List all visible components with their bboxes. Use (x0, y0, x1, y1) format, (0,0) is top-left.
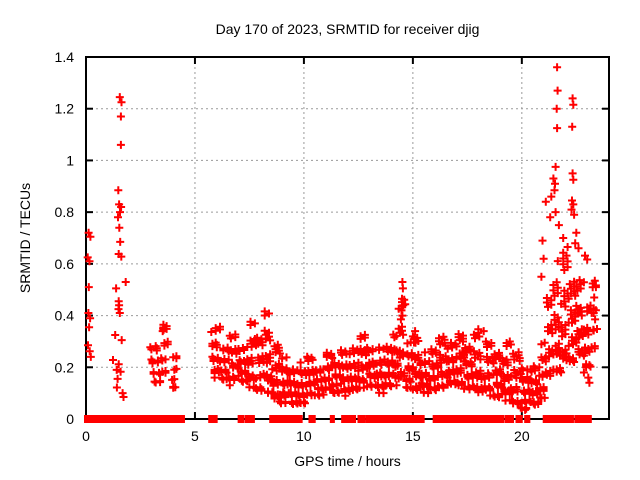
zero-value-run (244, 415, 250, 423)
zero-value-run (576, 415, 582, 423)
zero-value-run (414, 415, 421, 423)
zero-value-run (447, 415, 461, 423)
x-tick-label: 20 (514, 428, 530, 444)
y-tick-label: 0.4 (55, 308, 75, 324)
x-tick-label: 0 (82, 428, 90, 444)
x-tick-label: 5 (191, 428, 199, 444)
zero-value-run (432, 415, 444, 423)
zero-value-run (542, 415, 553, 423)
zero-value-run (329, 415, 335, 423)
zero-value-run (410, 415, 418, 423)
zero-value-run (579, 415, 586, 423)
zero-value-run (162, 415, 172, 423)
zero-value-run (583, 415, 590, 423)
zero-value-run (553, 415, 559, 423)
zero-value-run (365, 415, 372, 423)
zero-value-run (515, 415, 523, 423)
zero-value-run (178, 415, 185, 423)
zero-value-run (465, 415, 481, 423)
y-tick-label: 1.2 (55, 101, 75, 117)
y-tick-label: 0.6 (55, 256, 75, 272)
zero-value-run (286, 415, 296, 423)
zero-value-run (249, 415, 255, 423)
zero-value-run (239, 415, 245, 423)
zero-value-run (110, 415, 122, 423)
zero-value-run (170, 415, 182, 423)
zero-value-run (489, 415, 499, 423)
zero-value-run (556, 415, 569, 423)
y-tick-label: 1 (66, 152, 74, 168)
zero-value-run (84, 415, 96, 423)
zero-value-run (507, 415, 515, 423)
zero-value-run (155, 415, 166, 423)
zero-value-run (565, 415, 574, 423)
y-tick-label: 0 (66, 411, 74, 427)
zero-value-run (117, 415, 132, 423)
zero-value-run (380, 415, 388, 423)
zero-value-run (341, 415, 350, 423)
scatter-points (83, 63, 601, 414)
zero-value-run (374, 415, 384, 423)
zero-value-run (418, 415, 425, 423)
zero-value-run (504, 415, 511, 423)
x-tick-label: 10 (296, 428, 312, 444)
zero-value-run (368, 415, 378, 423)
zero-value-run (269, 415, 282, 423)
y-tick-label: 1.4 (55, 49, 75, 65)
y-tick-label: 0.8 (55, 204, 75, 220)
zero-value-run (283, 415, 289, 423)
zero-value-run (92, 415, 109, 423)
zero-value-run (524, 415, 531, 423)
x-tick-label: 15 (405, 428, 421, 444)
zero-value-run (550, 415, 556, 423)
zero-value-run (586, 415, 592, 423)
zero-value-run (396, 415, 406, 423)
zero-value-run (477, 415, 492, 423)
zero-value-run (498, 415, 505, 423)
zero-value-run (384, 415, 394, 423)
zero-value-run (208, 415, 218, 423)
zero-value-run (105, 415, 112, 423)
zero-value-run (402, 415, 413, 423)
zero-value-run (293, 415, 303, 423)
zero-value-run (441, 415, 451, 423)
zero-value-run (308, 415, 316, 423)
chart-title: Day 170 of 2023, SRMTID for receiver dji… (215, 21, 480, 37)
zero-value-run (390, 415, 400, 423)
y-tick-label: 0.2 (55, 359, 75, 375)
zero-value-run (347, 415, 357, 423)
zero-value-run (141, 415, 159, 423)
zero-value-run (130, 415, 145, 423)
zero-value-run (280, 415, 286, 423)
x-axis-label: GPS time / hours (294, 453, 401, 469)
zero-value-run (459, 415, 466, 423)
zero-value-run (357, 415, 366, 423)
